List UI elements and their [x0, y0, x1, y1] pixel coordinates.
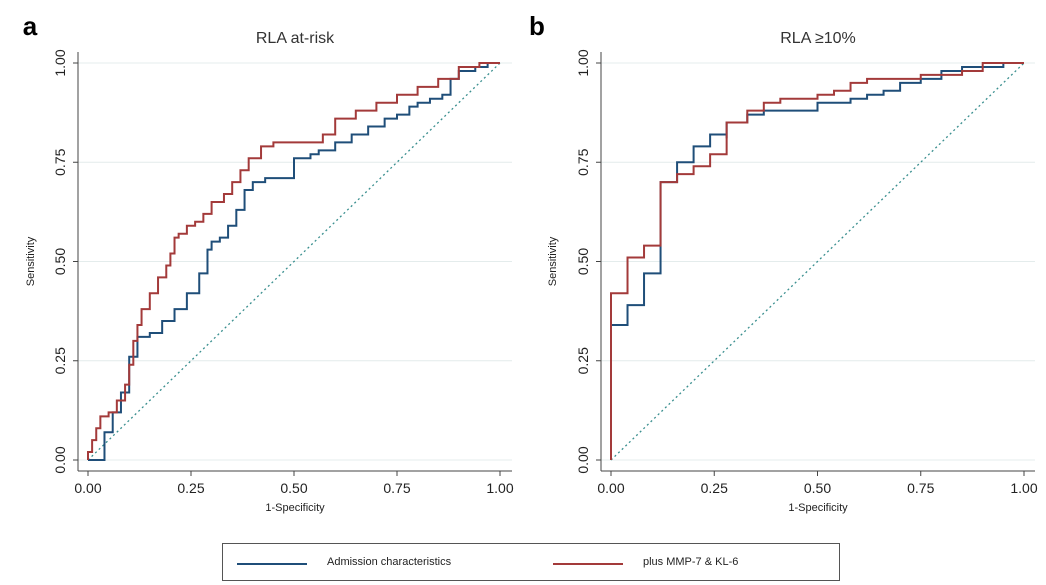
- panel-b-y-tick-label-0: 0.00: [575, 446, 591, 473]
- panel-a-y-tick-label-4: 1.00: [52, 49, 68, 76]
- panel-b-x-tick-label-4: 1.00: [1010, 480, 1037, 496]
- panel-a-x-tick-label-4: 1.00: [486, 480, 513, 496]
- panel-b-x-axis-title: 1-Specificity: [788, 502, 848, 514]
- legend-swatch-plus: [553, 563, 623, 565]
- panel-b-label: b: [529, 11, 545, 41]
- panel-a-x-tick-label-0: 0.00: [74, 480, 101, 496]
- panel-a-series-admission-line: [88, 62, 500, 461]
- panel-b-x-tick-label-1: 0.25: [701, 480, 728, 496]
- panel-a-title: RLA at-risk: [256, 30, 335, 47]
- panel-a-reference-diagonal: [87, 62, 501, 461]
- panel-a-x-tick-label-2: 0.50: [280, 480, 307, 496]
- panel-a-series-plus-line: [87, 62, 500, 460]
- panel-a-x-axis-title: 1-Specificity: [265, 502, 325, 514]
- panel-b-x-tick-label-2: 0.50: [804, 480, 831, 496]
- panel-b-y-tick-label-4: 1.00: [575, 49, 591, 76]
- panel-b-y-tick-label-3: 0.75: [575, 148, 591, 175]
- legend-swatch-admission: [237, 563, 307, 565]
- panel-a-x-tick-label-3: 0.75: [383, 480, 410, 496]
- panel-b-y-axis-title: Sensitivity: [547, 236, 559, 286]
- legend: Admission characteristics plus MMP-7 & K…: [222, 543, 840, 581]
- panel-a-y-axis-title: Sensitivity: [25, 236, 37, 286]
- panel-a-label: a: [23, 11, 38, 41]
- panel-b-title: RLA ≥10%: [780, 30, 856, 47]
- panel-a-x-tick-label-1: 0.25: [177, 480, 204, 496]
- panel-b-series-plus-line: [610, 62, 1024, 460]
- panel-a-y-tick-label-3: 0.75: [52, 148, 68, 175]
- panel-b-x-tick-label-0: 0.00: [597, 480, 624, 496]
- panel-b-y-tick-label-2: 0.50: [575, 248, 591, 275]
- legend-label-admission: Admission characteristics: [327, 556, 452, 568]
- panel-b-y-tick-label-1: 0.25: [575, 347, 591, 374]
- panel-a-y-tick-label-1: 0.25: [52, 347, 68, 374]
- panel-a-y-tick-label-0: 0.00: [52, 446, 68, 473]
- panel-b-reference-diagonal: [610, 62, 1025, 461]
- panel-b-x-tick-label-3: 0.75: [907, 480, 934, 496]
- panel-a-y-tick-label-2: 0.50: [52, 248, 68, 275]
- legend-label-plus: plus MMP-7 & KL-6: [643, 556, 739, 568]
